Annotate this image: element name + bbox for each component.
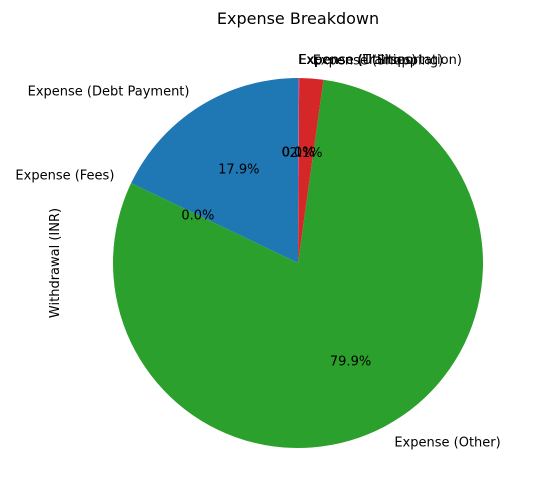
pie-slice-expense-other — [113, 79, 484, 448]
y-axis-label: Withdrawal (INR) — [48, 208, 63, 318]
slice-percent-expense-utilities: 0.0% — [281, 146, 314, 161]
slice-percent-expense-shopping: 2.1% — [289, 146, 322, 161]
slice-percent-expense-other: 79.9% — [330, 354, 371, 369]
slice-percent-expense-fees: 0.0% — [181, 209, 214, 224]
slice-label-expense-debt-payment: Expense (Debt Payment) — [28, 84, 190, 99]
pie-slices — [113, 78, 484, 448]
chart-title: Expense Breakdown — [217, 9, 379, 28]
pie-slice-expense-transportation — [298, 78, 300, 263]
slice-label-expense-other: Expense (Other) — [394, 436, 500, 451]
pie-slice-expense-shopping — [298, 78, 324, 263]
slice-label-expense-fees: Expense (Fees) — [15, 169, 114, 184]
slice-percent-expense-debt-payment: 17.9% — [218, 163, 259, 178]
slice-label-expense-utilities: Expense (Utilities) — [298, 53, 416, 68]
slice-label-expense-shopping: Expense (Shopping) — [313, 54, 444, 69]
pie-labels: Expense (Debt Payment) 17.9% Expense (Fees… — [15, 53, 500, 451]
pie-slice-expense-debt-payment — [131, 78, 298, 263]
slice-label-expense-transportation: Expense (Transportation) — [299, 53, 462, 68]
slice-percent-expense-transportation: 0.1% — [282, 146, 315, 161]
